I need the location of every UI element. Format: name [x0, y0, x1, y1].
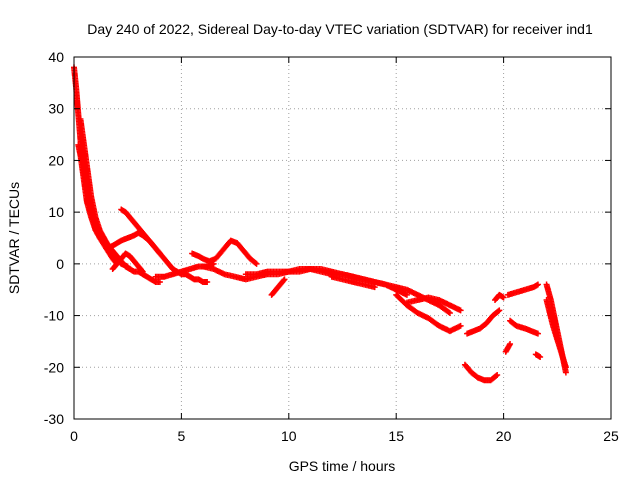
data-point: [446, 309, 453, 316]
series-arc-19: [532, 351, 544, 360]
series-arc-16: [464, 307, 503, 337]
data-point: [156, 278, 163, 285]
data-point: [534, 281, 541, 288]
y-tick-label: 20: [48, 152, 64, 168]
series-arc-10: [242, 266, 410, 298]
series-arc-12: [328, 273, 378, 291]
data-point: [457, 307, 464, 314]
y-tick-label: 30: [48, 101, 64, 117]
data-point: [139, 268, 146, 275]
x-tick-label: 20: [496, 428, 512, 444]
y-tick-label: -10: [44, 308, 64, 324]
y-tick-label: 0: [56, 256, 64, 272]
series-arc-9: [199, 263, 453, 316]
data-point: [204, 278, 211, 285]
series-arc-11: [268, 276, 288, 298]
data-point: [124, 263, 131, 270]
x-tick-label: 0: [70, 428, 78, 444]
chart-title: Day 240 of 2022, Sidereal Day-to-day VTE…: [87, 21, 593, 37]
y-tick-label: -30: [44, 411, 64, 427]
grid-layer: [74, 57, 611, 419]
series-arc-15: [461, 361, 501, 384]
series-arc-18: [507, 317, 541, 337]
data-point: [494, 372, 501, 379]
data-point: [493, 372, 500, 379]
x-tick-label: 10: [281, 428, 297, 444]
x-tick-label: 15: [388, 428, 404, 444]
series-arc-1: [71, 64, 163, 285]
data-point: [495, 308, 502, 315]
tick-layer: 0 5 10 15 20 25 -30 -20 -10 0 10 20 30 40: [44, 49, 619, 444]
data-point: [457, 322, 464, 329]
series-arc-6: [109, 250, 146, 275]
series-arc-22: [502, 341, 514, 355]
x-tick-label: 5: [178, 428, 186, 444]
series-arc-14: [403, 294, 464, 314]
data-point: [507, 341, 514, 348]
y-tick-label: 40: [48, 49, 64, 65]
data-point: [403, 291, 410, 298]
data-point: [281, 276, 288, 283]
y-tick-label: 10: [48, 204, 64, 220]
y-tick-label: -20: [44, 359, 64, 375]
series-arc-23: [492, 291, 507, 304]
data-point: [253, 260, 260, 267]
series-arc-17: [504, 281, 541, 298]
series-arc-8: [189, 237, 260, 267]
data-point: [445, 309, 452, 316]
data-point: [537, 353, 544, 360]
y-axis-label: SDTVAR / TECUs: [6, 182, 22, 294]
data-point: [280, 277, 287, 284]
series-arc-21: [543, 297, 569, 371]
series-arc-3: [75, 141, 120, 267]
data-point: [562, 369, 569, 376]
data-point: [534, 330, 541, 337]
data-point: [371, 284, 378, 291]
x-axis-label: GPS time / hours: [289, 458, 396, 474]
series-arc-7: [152, 260, 217, 280]
data-point: [138, 267, 145, 274]
data-point: [496, 307, 503, 314]
x-tick-label: 25: [603, 428, 619, 444]
data-point: [562, 364, 569, 371]
data-point: [500, 294, 507, 301]
plot-frame: [73, 56, 612, 420]
data-layer: [71, 64, 569, 384]
data-point: [252, 259, 259, 266]
